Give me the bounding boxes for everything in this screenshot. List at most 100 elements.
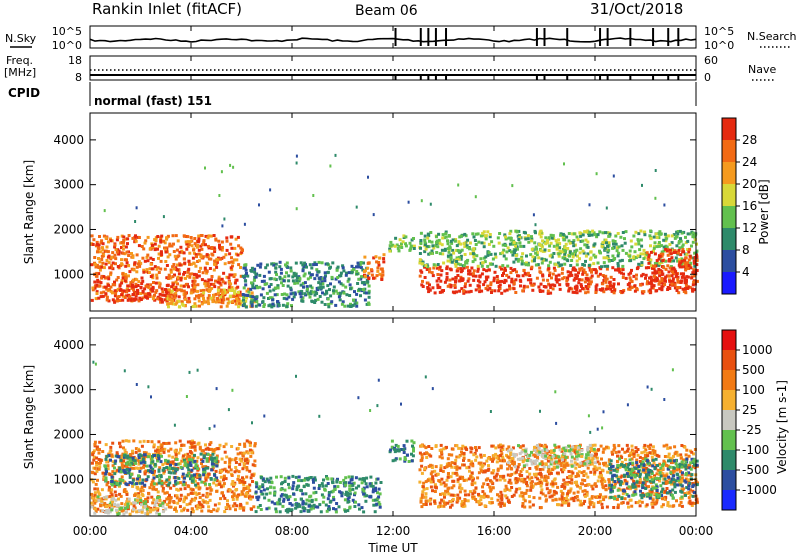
time-tick-label: 04:00 <box>174 524 209 538</box>
speckle <box>231 388 234 392</box>
speckle <box>185 395 188 398</box>
speckle <box>243 222 246 226</box>
velocity-colorbar-tick: -100 <box>742 443 769 457</box>
speckle <box>457 183 460 187</box>
speckle <box>123 369 126 373</box>
freq-tick-top: 18 <box>68 54 82 67</box>
velocity-colorbar-tick: 500 <box>742 363 765 377</box>
nsearch-tick-bottom: 10^0 <box>704 39 734 52</box>
power-colorbar-tick: 16 <box>742 199 757 213</box>
power-ylabel: Slant Range [km] <box>22 160 36 264</box>
speckle <box>589 430 592 434</box>
power-colorbar-swatch <box>722 184 736 206</box>
power-colorbar-swatch <box>722 228 736 250</box>
speckle <box>587 414 590 418</box>
speckle <box>196 368 199 372</box>
scatter-region <box>506 443 597 469</box>
speckle <box>227 408 230 412</box>
power-colorbar-tick: 24 <box>742 155 757 169</box>
scatter-region <box>241 260 371 309</box>
speckle <box>94 362 97 366</box>
velocity-colorbar-swatch <box>722 370 736 390</box>
speckle <box>407 200 410 204</box>
speckle <box>263 414 266 418</box>
time-tick-label: 08:00 <box>275 524 310 538</box>
velocity-colorbar: 1000 500 100 25 -25 -100 -500 -1000 <box>721 329 777 511</box>
speckle <box>377 378 380 382</box>
velocity-ylabel: Slant Range [km] <box>22 365 36 469</box>
nave-label: Nave <box>748 63 776 76</box>
power-colorbar-swatch <box>722 272 736 294</box>
speckle <box>357 396 360 400</box>
freq-label: Freq. <box>6 54 33 67</box>
scatter-region <box>362 253 386 281</box>
scatter-region <box>95 283 182 302</box>
speckle <box>208 427 211 431</box>
speckle <box>431 387 434 391</box>
freq-tick-bottom: 8 <box>75 71 82 84</box>
power-colorbar-label: Power [dB] <box>757 179 771 244</box>
power-colorbar-swatch <box>722 250 736 272</box>
power-colorbar-tick: 12 <box>742 221 757 235</box>
speckle <box>595 172 598 176</box>
velocity-ytick-label: 4000 <box>53 338 84 352</box>
velocity-colorbar-swatch <box>722 390 736 410</box>
time-tick-label: 20:00 <box>578 524 613 538</box>
speckle <box>489 410 492 413</box>
speckle <box>654 196 657 200</box>
speckle <box>369 409 372 412</box>
beam-title: Beam 06 <box>355 3 418 19</box>
velocity-colorbar-tick: -25 <box>742 423 762 437</box>
speckle <box>532 213 535 217</box>
nsky-spikes <box>394 28 680 46</box>
speckle <box>612 174 615 178</box>
time-tick-label: 00:00 <box>679 524 714 538</box>
speckle <box>511 184 514 188</box>
scatter-region <box>90 439 257 514</box>
power-colorbar-tick: 8 <box>742 243 750 257</box>
scatter-region <box>418 229 699 269</box>
velocity-ytick-label: 1000 <box>53 472 84 486</box>
speckle <box>162 215 165 219</box>
speckle <box>474 195 477 199</box>
speckle <box>424 375 427 379</box>
speckle <box>334 153 337 157</box>
power-ytick-label: 2000 <box>53 222 84 236</box>
nsky-tick-top: 10^5 <box>52 25 82 38</box>
velocity-colorbar-swatch <box>722 450 736 470</box>
power-colorbar-swatch <box>722 118 736 140</box>
speckle <box>188 370 191 374</box>
speckle <box>563 162 565 166</box>
speckle <box>232 165 235 169</box>
speckle <box>663 203 666 207</box>
power-ytick-label: 3000 <box>53 178 84 192</box>
speckle <box>135 206 138 210</box>
station-title: Rankin Inlet (fitACF) <box>92 0 243 18</box>
speckle <box>641 183 643 187</box>
speckle <box>221 224 224 228</box>
velocity-colorbar-swatch <box>722 330 736 350</box>
cpid-row: CPID normal (fast) 151 <box>8 82 697 108</box>
scatter-region <box>90 495 168 516</box>
nsearch-tick-top: 10^5 <box>704 25 734 38</box>
speckle <box>251 421 253 425</box>
speckle <box>367 175 369 179</box>
velocity-colorbar-tick: -500 <box>742 463 769 477</box>
speckle <box>420 199 423 203</box>
speckle <box>605 206 608 210</box>
speckle <box>213 424 216 428</box>
speckle <box>147 385 150 389</box>
speckle <box>588 203 591 207</box>
speckle <box>596 427 599 431</box>
time-tick-label: 16:00 <box>477 524 512 538</box>
speckle <box>220 170 223 174</box>
speckle <box>312 194 315 197</box>
speckle <box>554 390 557 394</box>
speckle <box>215 387 218 391</box>
speckle <box>103 209 106 213</box>
scatter-region <box>166 287 257 309</box>
scatter-region <box>607 457 699 501</box>
velocity-colorbar-swatch <box>722 470 736 490</box>
velocity-colorbar-label: Velocity [m s-1] <box>775 380 789 474</box>
